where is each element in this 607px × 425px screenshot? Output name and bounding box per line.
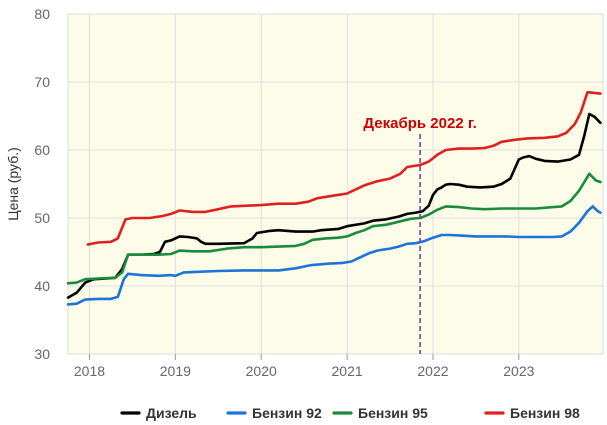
legend-label: Бензин 95 [358,405,428,421]
x-tick-label: 2018 [74,363,105,379]
series-line-4 [86,90,602,246]
annotation-text: Декабрь 2022 г. [363,115,476,132]
y-tick-label: 40 [34,278,50,294]
x-axis-ticks: 2018 2019 2020 2021 2022 2023 [74,354,535,379]
legend: Дизель Бензин 92 Бензин 95 Бензин 98 [120,405,580,421]
x-tick-label: 2021 [332,363,363,379]
plot-area [67,13,604,355]
x-tick-label: 2019 [160,363,191,379]
x-tick-label: 2020 [246,363,277,379]
series-line-2 [66,205,602,306]
y-axis-ticks: 30 40 50 60 70 80 [34,6,50,362]
y-axis-label: Цена (руб.) [5,147,21,221]
y-tick-label: 60 [34,142,50,158]
x-tick-label: 2022 [417,363,448,379]
series-line-1 [66,112,602,299]
series-lines [66,90,602,306]
legend-label: Дизель [146,405,197,421]
x-tick-label: 2023 [503,363,534,379]
y-tick-label: 50 [34,210,50,226]
series-line-3 [66,172,602,285]
y-tick-label: 70 [34,74,50,90]
y-tick-label: 80 [34,6,50,22]
legend-label: Бензин 92 [252,405,322,421]
y-tick-label: 30 [34,346,50,362]
legend-label: Бензин 98 [510,405,580,421]
